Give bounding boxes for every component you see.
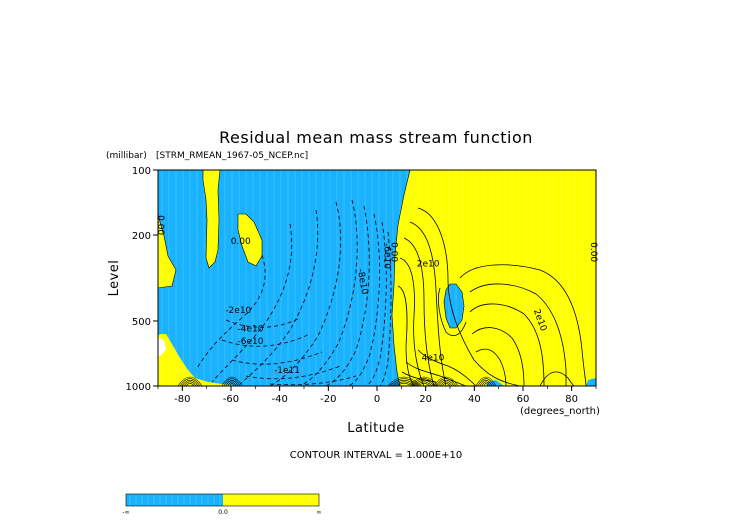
x-tick-label: 40 (468, 394, 481, 405)
grid-lines (161, 170, 590, 386)
colorbar-stripes (129, 494, 317, 506)
contour-labels: 0.00 0.00 0.00 0.00 -2e10 -4e10 -6e10 -1e11 -8e1… (155, 215, 598, 376)
x-tick-label: 80 (565, 394, 578, 405)
surface-contour (179, 378, 201, 386)
surface-contour (475, 376, 497, 386)
x-axis-units: (degrees_north) (520, 406, 600, 417)
surface-contour (181, 379, 199, 386)
contour-label: -6e10 (237, 337, 263, 347)
x-axis-title: Latitude (347, 421, 405, 436)
surface-contour (417, 383, 431, 386)
contour-label: -4e10 (237, 325, 263, 335)
colorbar-positive (223, 494, 319, 506)
contour-label: 2e10 (417, 260, 440, 270)
colorbar-label-min: -∞ (122, 509, 129, 516)
colorbar: -∞ 0.0 ∞ (122, 493, 322, 516)
surface-contour (439, 381, 453, 386)
surface-contour (387, 376, 421, 386)
surface-contour (177, 376, 203, 386)
surface-contours (177, 376, 497, 386)
surface-contour (223, 378, 241, 386)
surface-contour (391, 379, 417, 386)
x-tick-label: -40 (271, 394, 287, 405)
x-tick-label: 60 (517, 394, 530, 405)
contour-label: 0.00 (588, 242, 598, 262)
y-tick-label: 1000 (126, 382, 151, 393)
surface-contour (433, 376, 459, 386)
x-tick-label: 20 (419, 394, 432, 405)
chart-title: Residual mean mass stream function (219, 128, 533, 147)
contour-label: -2e10 (225, 306, 251, 316)
contour-interval-label: CONTOUR INTERVAL = 1.000E+10 (290, 450, 462, 461)
colorbar-negative (126, 494, 223, 506)
surface-contour (479, 379, 493, 386)
contour-label: -6e10 (381, 243, 391, 269)
contour-label: 0.00 (155, 215, 165, 235)
plot-area (158, 170, 596, 386)
surface-contour (435, 378, 457, 386)
colorbar-frame (125, 493, 320, 507)
negative-region (486, 380, 504, 386)
positive-contours (397, 207, 587, 386)
y-axis-title: Level (107, 260, 122, 297)
surface-contour (413, 379, 435, 386)
surface-contour (437, 379, 455, 386)
surface-contour (411, 378, 437, 386)
missing-region (158, 338, 166, 356)
contour-label: -8e10 (355, 268, 369, 296)
surface-contour (393, 381, 415, 386)
y-tick-label: 500 (132, 317, 151, 328)
x-axis: -80 -60 -40 -20 0 20 40 60 80 (157, 386, 597, 405)
negative-region (586, 378, 596, 386)
surface-contour (225, 379, 239, 386)
y-axis: 1000 500 200 100 (126, 166, 158, 393)
surface-contour (229, 383, 235, 386)
contour-label: 4e10 (422, 353, 445, 363)
colorbar-label-zero: 0.0 (218, 509, 228, 516)
surface-contour (227, 381, 237, 386)
x-tick-label: -20 (320, 394, 336, 405)
surface-contour (481, 381, 491, 386)
contour-label: -1e11 (274, 366, 300, 376)
y-units-label: (millibar) (106, 151, 147, 161)
contour-label: 0.00 (389, 242, 399, 262)
surface-contour (415, 381, 433, 386)
x-tick-label: -60 (223, 394, 239, 405)
contour-label: 0.00 (231, 237, 251, 247)
x-tick-label: -80 (174, 394, 190, 405)
surface-contour (477, 378, 495, 386)
colorbar-label-max: ∞ (317, 509, 322, 516)
surface-contour (441, 383, 451, 386)
source-file-label: [STRM_RMEAN_1967-05_NCEP.nc] (156, 151, 308, 161)
y-tick-label: 200 (132, 231, 151, 242)
surface-contour (221, 376, 243, 386)
surface-contour (183, 381, 197, 386)
negative-contours (195, 199, 392, 386)
surface-contour (185, 383, 195, 386)
zero-contours (158, 170, 465, 386)
negative-region (158, 170, 410, 386)
x-tick-label: 0 (374, 394, 380, 405)
y-tick-label: 100 (132, 166, 151, 177)
surface-contour (483, 383, 489, 386)
